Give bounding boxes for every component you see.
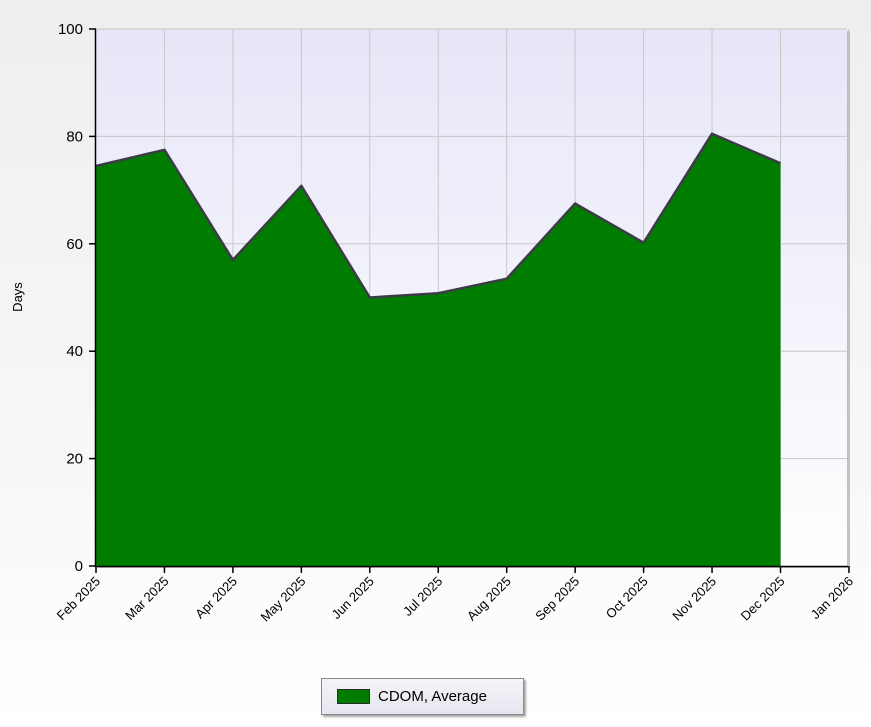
x-tick-label: Apr 2025	[192, 574, 240, 622]
legend-label: CDOM, Average	[378, 688, 487, 705]
x-tick-label: Feb 2025	[54, 574, 103, 623]
x-tick-label: Nov 2025	[669, 574, 719, 624]
axes	[94, 29, 848, 568]
x-tick-label: Sep 2025	[532, 574, 582, 624]
x-tick-label: Dec 2025	[738, 574, 788, 624]
y-tick-label: 40	[66, 343, 83, 360]
y-tick-label: 20	[66, 451, 83, 468]
area-outline	[95, 132, 781, 299]
y-tick-label: 60	[66, 236, 83, 253]
y-ticks: 0 20 40 60 80 100	[58, 21, 96, 575]
y-tick-label: 80	[66, 128, 83, 145]
area-series	[95, 132, 781, 566]
y-axis-title: Days	[10, 282, 25, 312]
y-tick-label: 0	[75, 558, 83, 575]
x-tick-label: Jan 2026	[808, 574, 856, 622]
x-tick-label: Jul 2025	[400, 574, 445, 619]
x-tick-label: May 2025	[257, 574, 308, 625]
legend: CDOM, Average	[321, 678, 524, 715]
x-tick-label: Oct 2025	[603, 574, 651, 622]
x-tick-label: Aug 2025	[464, 574, 514, 624]
legend-swatch	[337, 689, 370, 704]
area-fill	[96, 133, 781, 566]
x-tick-label: Mar 2025	[122, 574, 171, 623]
x-ticks: Feb 2025 Mar 2025 Apr 2025 May 2025 Jun 2025…	[54, 566, 856, 624]
y-tick-label: 100	[58, 21, 83, 38]
x-tick-label: Jun 2025	[328, 574, 376, 622]
